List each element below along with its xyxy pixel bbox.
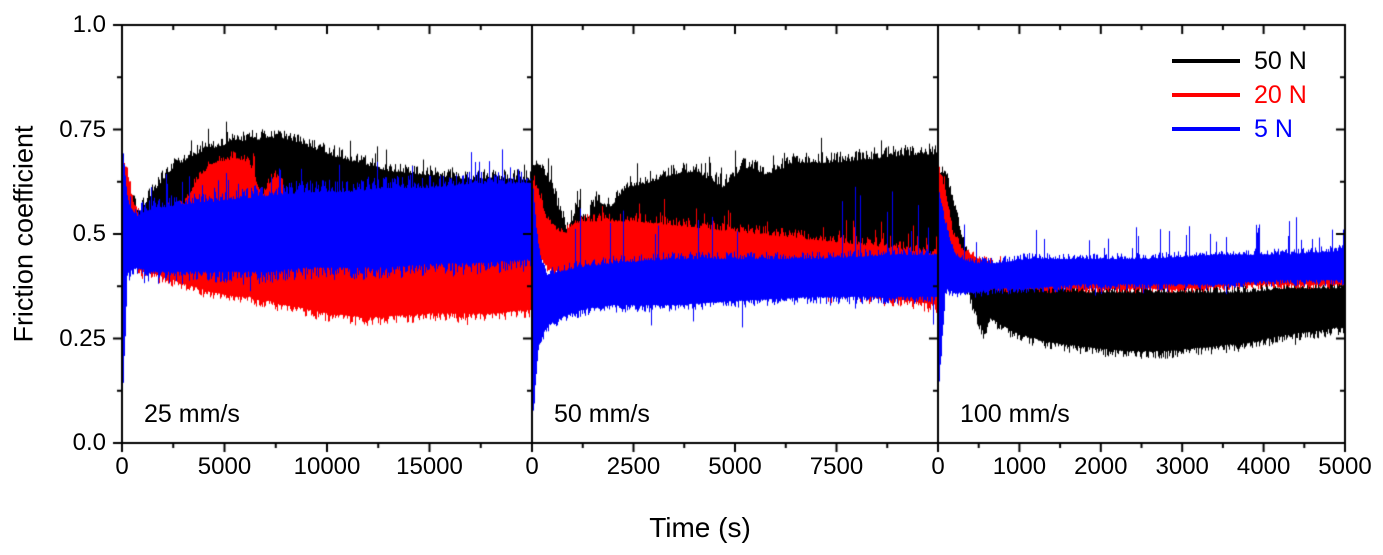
panel-speed-label: 50 mm/s xyxy=(554,400,650,428)
x-tick-label: 15000 xyxy=(396,453,463,480)
legend-item: 20 N xyxy=(1172,80,1307,109)
x-tick-label: 5000 xyxy=(708,453,762,480)
y-tick-label: 0.75 xyxy=(59,115,106,143)
legend-label: 20 N xyxy=(1254,80,1307,109)
x-tick-label: 5000 xyxy=(1318,453,1372,480)
x-tick-label: 3000 xyxy=(1155,453,1209,480)
legend-line-swatch xyxy=(1172,127,1240,131)
x-tick-label: 1000 xyxy=(992,453,1047,480)
y-tick-label: 0.25 xyxy=(59,324,106,352)
x-tick-label: 2000 xyxy=(1074,453,1128,480)
panel-speed-label: 100 mm/s xyxy=(960,400,1070,428)
legend: 50 N 20 N 5 N xyxy=(1172,46,1307,143)
legend-item: 5 N xyxy=(1172,114,1307,143)
legend-label: 5 N xyxy=(1254,114,1293,143)
x-axis-label: Time (s) xyxy=(649,512,751,543)
y-tick-label: 1.0 xyxy=(72,11,106,38)
legend-line-swatch xyxy=(1172,93,1240,97)
x-tick-label: 10000 xyxy=(293,453,361,480)
panel-speed-label: 25 mm/s xyxy=(144,400,240,428)
x-tick-label: 4000 xyxy=(1236,453,1291,480)
x-tick-label: 0 xyxy=(931,453,945,480)
x-tick-label: 5000 xyxy=(197,453,252,480)
legend-item: 50 N xyxy=(1172,46,1307,75)
x-tick-label: 0 xyxy=(115,453,129,480)
y-tick-label: 0.0 xyxy=(72,429,106,456)
x-tick-label: 2500 xyxy=(606,453,661,480)
x-tick-label: 0 xyxy=(525,453,539,480)
x-tick-label: 7500 xyxy=(809,453,864,480)
y-tick-label: 0.5 xyxy=(72,220,106,247)
legend-line-swatch xyxy=(1172,59,1240,63)
legend-label: 50 N xyxy=(1254,46,1307,75)
